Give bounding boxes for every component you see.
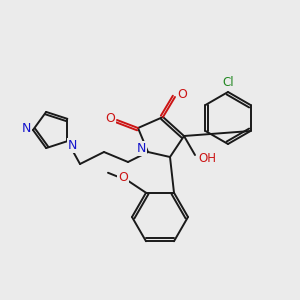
Text: Cl: Cl xyxy=(222,76,234,89)
Text: OH: OH xyxy=(198,152,216,164)
Text: N: N xyxy=(68,139,77,152)
Text: N: N xyxy=(21,122,31,134)
Text: O: O xyxy=(177,88,187,100)
Text: N: N xyxy=(136,142,146,154)
Text: O: O xyxy=(118,171,128,184)
Text: O: O xyxy=(105,112,115,125)
